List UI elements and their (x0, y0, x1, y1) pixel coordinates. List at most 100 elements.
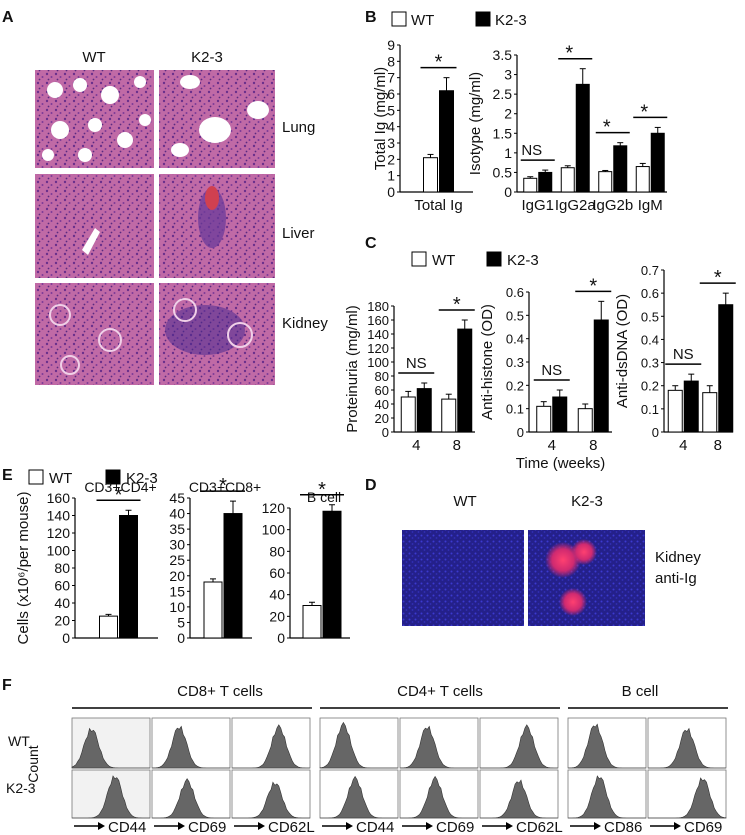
x-tick-label: 8 (453, 437, 461, 454)
y-tick-label: 40 (269, 587, 285, 603)
flow-row-label-k23: K2-3 (6, 780, 36, 796)
chart-title: B cell (307, 489, 341, 505)
y-tick-label: 0 (504, 184, 512, 200)
y-tick-label: 100 (262, 522, 286, 538)
panel-label-f: F (2, 677, 12, 694)
kidney-k23-fluorescence (528, 530, 645, 626)
legend-label-wt: WT (432, 252, 455, 269)
flow-marker-label: CD44 (356, 819, 394, 835)
chart-anti-histone: 0 0.1 0.2 0.3 0.4 0.5 0.6 Anti-histone (OD) 4 NS 8… (479, 275, 612, 472)
x-tick-label: 4 (679, 437, 687, 454)
y-tick-label: 3 (504, 67, 512, 83)
y-tick-label: 0.2 (506, 378, 524, 393)
x-tick-label: 4 (548, 437, 556, 454)
y-tick-label: 20 (375, 411, 389, 426)
significance-mark: * (435, 52, 443, 74)
y-tick-label: 20 (54, 613, 70, 629)
significance-mark: NS (406, 355, 427, 372)
legend-label-k23: K2-3 (507, 252, 539, 269)
bar-wt (598, 171, 613, 193)
y-tick-label: 0.6 (641, 286, 659, 301)
y-tick-label: 8 (387, 53, 395, 69)
y-axis-label: Proteinuria (mg/ml) (344, 305, 361, 433)
legend-b: WT K2-3 (391, 11, 527, 29)
flow-arrow-head (426, 822, 433, 830)
y-tick-label: 0.5 (493, 164, 513, 180)
significance-mark: * (603, 117, 611, 139)
x-axis-label: Time (weeks) (516, 455, 605, 472)
row-label-lung: Lung (282, 119, 315, 136)
flow-histogram (72, 775, 150, 819)
y-tick-label: 0 (277, 630, 285, 646)
y-tick-label: 60 (375, 383, 389, 398)
y-tick-label: 5 (177, 614, 185, 630)
significance-mark: * (453, 294, 461, 316)
y-tick-label: 40 (375, 397, 389, 412)
y-tick-label: 10 (169, 599, 185, 615)
bar-wt (667, 389, 683, 433)
y-tick-label: 120 (367, 341, 389, 356)
y-tick-label: 140 (367, 327, 389, 342)
significance-mark: * (640, 101, 648, 123)
x-tick-label: IgG1 (521, 197, 554, 214)
significance-mark: * (589, 275, 597, 297)
flow-marker-label: CD69 (684, 819, 722, 835)
y-tick-label: 0 (652, 425, 659, 440)
flow-arrow-head (98, 822, 105, 830)
kidney-k23-image (159, 283, 275, 385)
flow-histogram (568, 775, 646, 819)
flow-row-label-wt: WT (8, 733, 30, 749)
kidney-wt-image (35, 283, 154, 385)
legend-swatch-k23 (475, 11, 491, 27)
x-tick-label: Total Ig (414, 197, 462, 214)
flow-histogram (320, 775, 398, 819)
flow-histogram (319, 721, 398, 769)
y-tick-label: 2.5 (493, 86, 513, 102)
bar-wt (560, 167, 575, 193)
bar-wt (635, 166, 650, 193)
y-tick-label: 0.1 (641, 402, 659, 417)
bar-wt (423, 157, 438, 193)
legend-label-wt: WT (411, 12, 434, 29)
panel-a-col-wt: WT (82, 49, 105, 66)
y-tick-label: 35 (169, 521, 185, 537)
y-tick-label: 180 (367, 299, 389, 314)
significance-mark: NS (541, 362, 562, 379)
y-tick-label: 80 (269, 543, 285, 559)
y-axis-label: Anti-dsDNA (OD) (614, 294, 631, 408)
y-tick-label: 0 (177, 630, 185, 646)
flow-group-cd4: CD4+ T cells (397, 683, 483, 700)
bar-wt (441, 398, 457, 433)
x-tick-label: IgG2a (555, 197, 597, 214)
bar-k23 (575, 83, 590, 193)
y-tick-label: 1 (504, 145, 512, 161)
significance-mark: NS (673, 346, 694, 363)
legend-swatch-k23 (105, 469, 121, 485)
significance-mark: * (565, 43, 573, 65)
bar-wt (536, 405, 552, 433)
y-tick-label: 3.5 (493, 47, 513, 63)
flow-arrow-head (346, 822, 353, 830)
significance-mark: * (318, 479, 326, 501)
bar-wt (523, 177, 538, 193)
bar-k23 (718, 304, 734, 433)
y-tick-label: 60 (269, 565, 285, 581)
liver-k23-image (159, 174, 275, 278)
flow-histogram (399, 725, 478, 769)
legend-swatch-k23 (486, 251, 502, 267)
y-tick-label: 1.5 (493, 125, 513, 141)
y-tick-label: 20 (169, 568, 185, 584)
y-tick-label: 7 (387, 70, 395, 86)
y-tick-label: 0.3 (506, 355, 524, 370)
significance-mark: NS (521, 142, 542, 159)
flow-marker-label: CD62L (268, 819, 315, 835)
y-tick-label: 0.7 (641, 263, 659, 278)
y-tick-label: 2 (387, 151, 395, 167)
flow-marker-label: CD69 (436, 819, 474, 835)
flow-marker-label: CD86 (604, 819, 642, 835)
bar-k23 (119, 515, 138, 639)
y-tick-label: 15 (169, 583, 185, 599)
